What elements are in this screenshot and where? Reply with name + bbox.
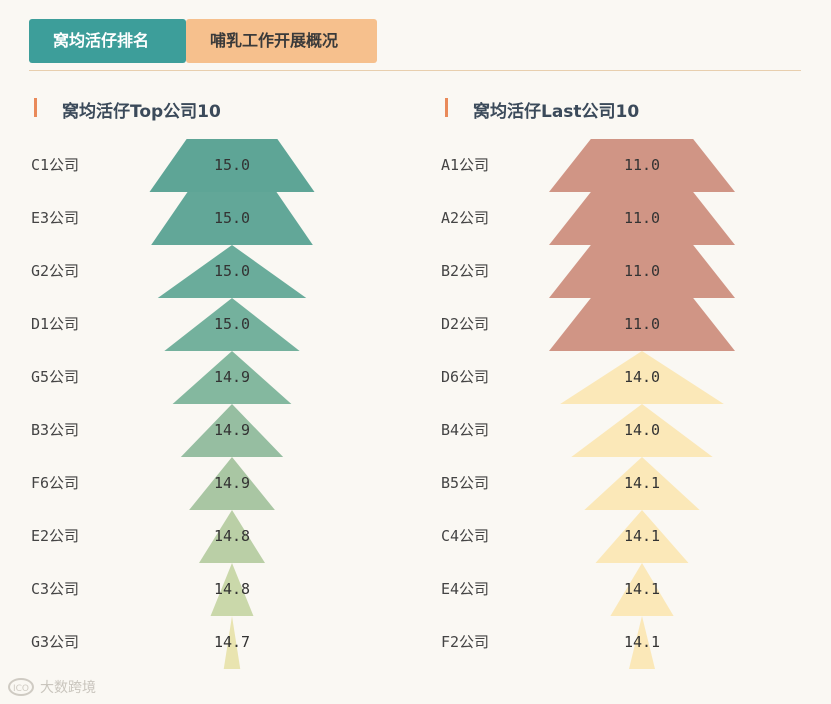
value-label: 14.9 xyxy=(213,421,251,439)
value-label: 14.1 xyxy=(623,580,661,598)
pyramid-segment[interactable] xyxy=(549,298,735,351)
tab-litter-ranking[interactable]: 窝均活仔排名 xyxy=(29,19,186,63)
pyramid-segment[interactable] xyxy=(149,139,315,192)
pyramid-segment[interactable] xyxy=(560,351,724,404)
pyramid-segment[interactable] xyxy=(172,351,292,404)
value-label: 11.0 xyxy=(623,315,661,333)
value-label: 14.8 xyxy=(213,527,251,545)
category-label: D1公司 xyxy=(31,315,80,333)
pyramid-segment[interactable] xyxy=(223,616,241,669)
divider xyxy=(29,70,801,71)
pyramid-segment[interactable] xyxy=(595,510,689,563)
watermark: ICO 大数跨境 xyxy=(8,677,96,697)
pyramid-segment[interactable] xyxy=(164,298,300,351)
pyramid-segment[interactable] xyxy=(210,563,254,616)
value-label: 14.0 xyxy=(623,421,661,439)
pyramid-segment[interactable] xyxy=(157,245,307,298)
category-label: E3公司 xyxy=(31,209,80,227)
pyramid-segment[interactable] xyxy=(199,510,265,563)
pyramid-segment[interactable] xyxy=(584,457,700,510)
value-label: 14.0 xyxy=(623,368,661,386)
pyramid-segment[interactable] xyxy=(549,139,735,192)
value-label: 14.7 xyxy=(213,633,251,651)
watermark-text: 大数跨境 xyxy=(40,680,96,696)
category-label: E2公司 xyxy=(31,527,80,545)
category-label: D2公司 xyxy=(441,315,490,333)
pyramid-segment[interactable] xyxy=(549,245,735,298)
value-label: 15.0 xyxy=(213,262,251,280)
value-label: 15.0 xyxy=(213,209,251,227)
category-label: F6公司 xyxy=(31,474,80,492)
pyramid-segment[interactable] xyxy=(628,616,656,669)
category-label: E4公司 xyxy=(441,580,490,598)
category-label: F2公司 xyxy=(441,633,490,651)
category-label: C1公司 xyxy=(31,156,80,174)
pyramid-segment[interactable] xyxy=(189,457,275,510)
value-label: 11.0 xyxy=(623,209,661,227)
value-label: 15.0 xyxy=(213,315,251,333)
category-label: G2公司 xyxy=(31,262,80,280)
value-label: 14.9 xyxy=(213,474,251,492)
value-label: 14.1 xyxy=(623,633,661,651)
category-label: G5公司 xyxy=(31,368,80,386)
pyramid-segment[interactable] xyxy=(180,404,284,457)
value-label: 15.0 xyxy=(213,156,251,174)
pyramid-segment[interactable] xyxy=(151,192,313,245)
category-label: B4公司 xyxy=(441,421,490,439)
watermark-logo: ICO xyxy=(8,678,34,696)
tab-bar: 窝均活仔排名 哺乳工作开展概况 xyxy=(29,19,377,63)
pyramid-segment[interactable] xyxy=(571,404,713,457)
value-label: 14.8 xyxy=(213,580,251,598)
category-label: G3公司 xyxy=(31,633,80,651)
category-label: C4公司 xyxy=(441,527,490,545)
value-label: 14.9 xyxy=(213,368,251,386)
category-label: D6公司 xyxy=(441,368,490,386)
category-label: B5公司 xyxy=(441,474,490,492)
pyramid-segment[interactable] xyxy=(549,192,735,245)
value-label: 11.0 xyxy=(623,156,661,174)
value-label: 14.1 xyxy=(623,527,661,545)
category-label: B2公司 xyxy=(441,262,490,280)
category-label: B3公司 xyxy=(31,421,80,439)
top10-title-text: 窝均活仔Top公司10 xyxy=(62,102,221,122)
title-accent-bar xyxy=(445,98,448,117)
category-label: C3公司 xyxy=(31,580,80,598)
last10-title-text: 窝均活仔Last公司10 xyxy=(473,102,640,122)
value-label: 14.1 xyxy=(623,474,661,492)
title-accent-bar xyxy=(34,98,37,117)
category-label: A2公司 xyxy=(441,209,490,227)
tab-nursing-overview[interactable]: 哺乳工作开展概况 xyxy=(186,19,377,63)
category-label: A1公司 xyxy=(441,156,490,174)
value-label: 11.0 xyxy=(623,262,661,280)
pyramid-segment[interactable] xyxy=(610,563,674,616)
